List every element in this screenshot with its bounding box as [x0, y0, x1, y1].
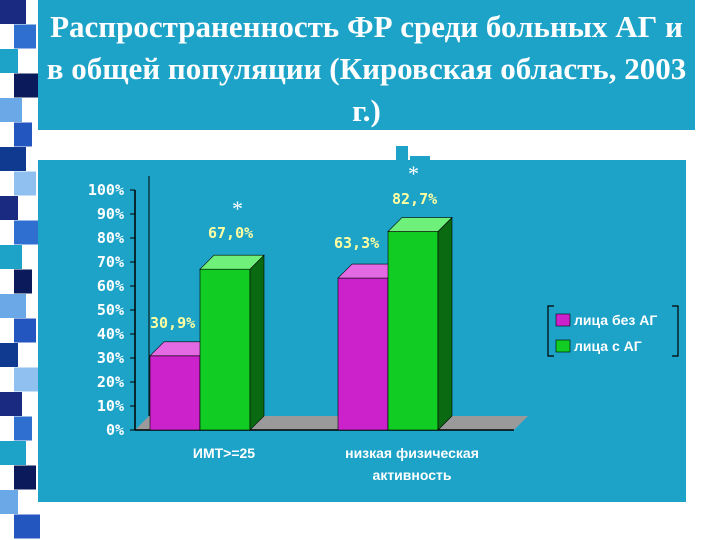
y-tick-label: 20% [97, 373, 124, 391]
y-tick-label: 0% [106, 421, 124, 439]
stripe-block [0, 196, 18, 220]
y-tick-label: 50% [97, 301, 124, 319]
bar-side-face [437, 216, 453, 431]
star-marker-tab [410, 156, 430, 166]
legend-bracket-left [547, 305, 554, 357]
stripe-block [0, 490, 18, 514]
data-label: 82,7% [392, 190, 437, 208]
bar-front-face [149, 355, 201, 431]
stripe-block [0, 147, 26, 171]
legend-swatch [555, 313, 571, 327]
stripe-block [14, 171, 36, 196]
stripe-block [14, 269, 32, 294]
stripe-block [14, 220, 40, 245]
data-label: 67,0% [208, 224, 253, 242]
stripe-block [0, 294, 26, 318]
slide-title: Распространенность ФР среди больных АГ и… [46, 9, 687, 128]
star-marker-tab [396, 146, 408, 166]
bar-front-face [337, 277, 389, 431]
stripe-block [14, 122, 32, 147]
significance-star-2: * [408, 161, 419, 186]
legend: лица без АГ лица с АГ [547, 305, 679, 357]
legend-label: лица с АГ [574, 338, 642, 354]
y-tick-label: 80% [97, 229, 124, 247]
stripe-block [0, 392, 22, 416]
bar-top-face [199, 254, 265, 270]
y-tick-label: 70% [97, 253, 124, 271]
stripe-block [0, 245, 22, 269]
data-label: 63,3% [334, 234, 379, 252]
bar-with-ag [199, 254, 265, 431]
decorative-side-stripe [0, 0, 40, 539]
legend-label: лица без АГ [574, 312, 657, 328]
category-label: ИМТ>=25 [193, 445, 255, 461]
bar-top-face [387, 217, 453, 232]
y-tick-label: 10% [97, 397, 124, 415]
stripe-block [14, 73, 40, 98]
title-band [38, 0, 695, 130]
stripe-block [14, 318, 36, 343]
y-tick-label: 30% [97, 349, 124, 367]
y-tick-label: 40% [97, 325, 124, 343]
y-tick-label: 100% [88, 181, 124, 199]
category-label: низкая физическая активность [345, 445, 479, 483]
y-tick-label: 90% [97, 205, 124, 223]
stripe-block [0, 98, 22, 122]
stripe-block [0, 343, 18, 367]
bar-with-ag [387, 216, 453, 431]
stripe-block [14, 514, 40, 539]
stripe-block [0, 441, 26, 465]
bar-front-face [387, 231, 439, 431]
stripe-block [14, 416, 32, 441]
stripe-block [14, 465, 36, 490]
stripe-block [0, 0, 26, 24]
bar-front-face [199, 268, 251, 431]
legend-bracket-right [672, 305, 679, 357]
bar-side-face [249, 254, 265, 431]
stripe-block [14, 367, 40, 392]
y-tick-label: 60% [97, 277, 124, 295]
data-label: 30,9% [150, 314, 195, 332]
significance-star-1: * [232, 196, 243, 221]
legend-swatch [555, 339, 571, 353]
stripe-block [14, 24, 36, 49]
stripe-block [0, 49, 18, 73]
